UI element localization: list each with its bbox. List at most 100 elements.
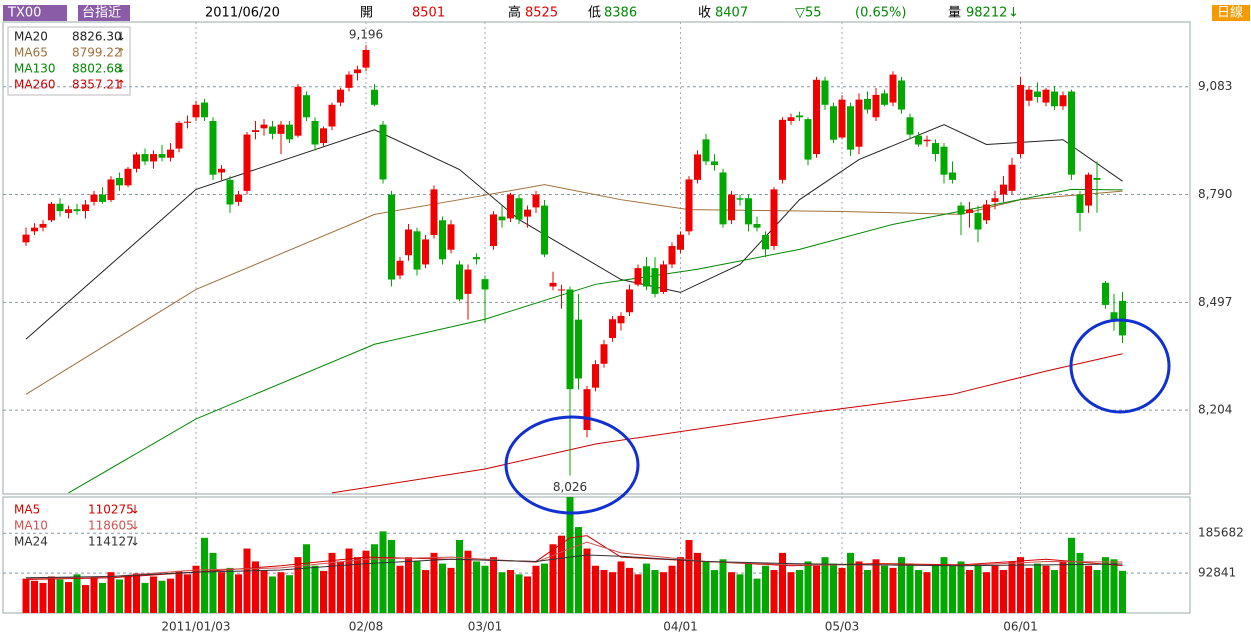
candle-body [600,344,608,364]
ma-line [25,124,1123,340]
legend-arrow: ↓ [130,535,140,549]
candle-body [371,89,378,105]
volume-bar [821,557,829,613]
legend-name: MA260 [14,78,55,92]
candle-body [286,124,293,140]
candle-body [167,149,174,158]
candle-body [481,279,489,290]
volume-bar [898,557,905,613]
volume-bar [277,572,285,613]
volume-bar [22,578,30,613]
volume-bar [575,527,582,613]
volume-bar [498,572,506,613]
candle-body [821,80,829,105]
candle-body [243,134,251,191]
volume-bar [167,578,174,613]
volume-bar [617,561,625,613]
y-tick-label: 8,204 [1198,403,1232,417]
candle-body [847,106,854,150]
annotation: 9,196 [349,28,383,42]
legend-arrow: ↓ [116,62,126,76]
volume-bar [1093,570,1101,613]
candle-body [813,79,820,155]
volume-bar [762,565,769,613]
x-tick-label: 2011/01/03 [161,620,230,634]
candle-body [830,106,837,140]
volume-bar [515,574,523,613]
y-tick-label: 8,790 [1198,187,1232,201]
period-box [1212,5,1250,21]
candle-body [583,389,591,430]
volume-bar [175,570,183,613]
volume-bar [1102,557,1109,613]
candle-body [719,172,727,225]
volume-bar [736,574,744,613]
candle-body [626,289,633,313]
ma-line [25,184,1123,395]
candle-body [864,98,871,110]
candle-body [388,194,395,280]
candle-body [515,198,523,220]
candle-body [889,74,897,103]
candle-body [796,115,803,118]
volume-bar [966,570,973,613]
x-tick-label: 04/01 [663,620,698,634]
volume-bar [728,572,735,613]
candle-body [294,86,302,136]
volume-bar [90,577,98,613]
highlight-circle [504,415,640,515]
volume-bar [371,544,378,613]
volume-bar [983,572,990,613]
volume-bar [473,561,480,613]
candle-body [107,179,115,201]
x-tick-label: 02/08 [349,620,384,634]
symbol-box [3,5,67,21]
y-tick-label: 92841 [1198,566,1236,580]
volume-bar [73,574,81,613]
candle-body [209,120,217,175]
volume-bar [133,573,140,613]
candle-body [507,194,514,219]
volume-bar [107,572,115,613]
legend-value: 8802.68 [72,62,122,76]
volume-bar [209,552,217,613]
candle-body [1110,312,1118,320]
candle-body [48,203,55,221]
volume-bar [116,579,123,613]
period: 日線 [1217,5,1243,21]
date: 2011/06/20 [205,6,280,21]
candle-body [592,364,599,388]
candle-body [303,95,310,118]
candle-body [133,154,140,169]
volume-bar [294,557,302,613]
volume-bar [252,561,259,613]
candle-body [311,120,319,145]
volume-bar [1025,567,1033,613]
candle-body [175,122,183,149]
candle-body [498,216,506,221]
volume-bar [1076,552,1084,613]
volume-bar [864,570,871,613]
candle-body [141,154,149,162]
volume-bar [1008,561,1016,613]
candle-body [728,194,735,221]
volume-bar [388,539,395,613]
candle-body [65,209,72,213]
volume-bar [804,561,812,613]
candle-body [770,189,778,247]
volume-bar [1068,537,1075,613]
volume-bar [456,539,463,613]
volume-bar [311,565,319,613]
candle-body [872,94,880,118]
candle-body [660,264,667,293]
candle-body [116,177,123,186]
volume-bar [362,550,370,613]
volume-bar [39,582,47,613]
open: 8501 [412,6,445,21]
candle-body [354,69,361,74]
candle-body [932,143,939,155]
volume-bar [124,575,132,613]
volume-bar [481,565,489,613]
volume-bar [813,565,820,613]
legend-box [7,26,131,96]
